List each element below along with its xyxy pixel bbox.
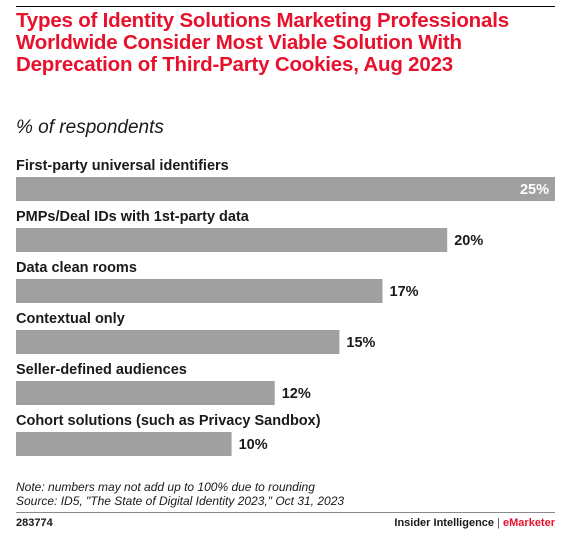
brand-name: Insider Intelligence (394, 517, 495, 529)
top-rule (16, 6, 555, 7)
chart-id: 283774 (16, 517, 53, 529)
category-label: First-party universal identifiers (16, 158, 229, 174)
chart-title: Types of Identity Solutions Marketing Pr… (16, 9, 509, 76)
bar (16, 279, 383, 303)
brand-separator: | (497, 517, 500, 529)
value-label: 20% (454, 233, 483, 249)
bar-chart: First-party universal identifiers 25% PMPs… (16, 158, 555, 456)
category-label: PMPs/Deal IDs with 1st-party data (16, 209, 250, 225)
chart-source: Source: ID5, "The State of Digital Ident… (16, 494, 345, 508)
brand-accent: eMarketer (503, 517, 555, 529)
category-label: Seller-defined audiences (16, 362, 187, 378)
value-label: 17% (390, 284, 419, 300)
chart-subtitle: % of respondents (16, 117, 164, 138)
bar (16, 330, 340, 354)
bar (16, 432, 232, 456)
category-label: Cohort solutions (such as Privacy Sandbo… (16, 413, 321, 429)
bar (16, 381, 275, 405)
value-label: 25% (520, 182, 549, 198)
bar (16, 177, 555, 201)
chart-note: Note: numbers may not add up to 100% due… (16, 480, 315, 494)
value-label: 15% (346, 335, 375, 351)
bar (16, 228, 448, 252)
category-label: Data clean rooms (16, 260, 137, 276)
brand-logo: Insider Intelligence | eMarketer (394, 517, 555, 530)
category-label: Contextual only (16, 311, 125, 327)
value-label: 10% (239, 437, 268, 453)
value-label: 12% (282, 386, 311, 402)
bottom-rule (16, 512, 555, 513)
